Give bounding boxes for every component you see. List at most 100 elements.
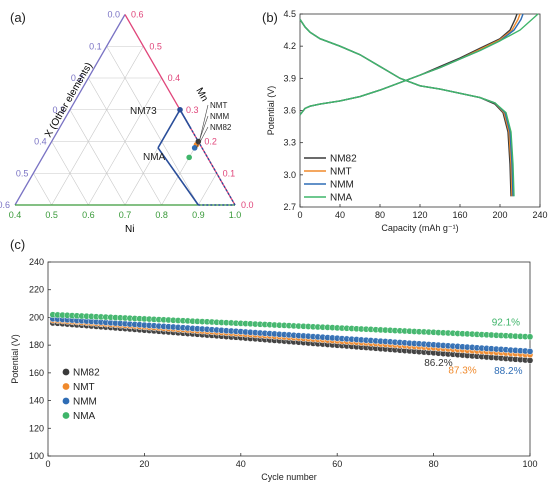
panel-b-label: (b): [262, 10, 278, 25]
ternary-mn-tick: 0.1: [223, 168, 236, 178]
panel-c-legend-label: NMA: [73, 411, 96, 422]
panel-b-x-axis-label: Capacity (mAh g⁻¹): [381, 223, 458, 233]
panel-b-y-tick-label: 3.3: [283, 138, 296, 148]
panel-b-ticks: 0 40 80 120 160 200 240 2.7 3.0 3.3 3.6 3.9 4.2 4.5: [283, 9, 547, 220]
ternary-x-tick: 0.4: [34, 137, 47, 147]
ternary-tie-line: [179, 109, 192, 130]
panel-b-y-tick-label: 3.0: [283, 170, 296, 180]
panel-a: (a) 0.0 0.1 0.2 0.3 0.4 0.5 0.6 0.6 0.5 0.4 0.3 0.2…: [0, 10, 254, 236]
ternary-mn-tick: 0.2: [204, 137, 217, 147]
panel-c-y-tick-label: 140: [29, 396, 44, 406]
ternary-points: NM73 NMT NMM NM82 NMA: [130, 101, 232, 163]
panel-b: (b) 0 40 80 120 160 200 240 2.7 3.0 3.3 3.6 3.9 4.2 4…: [262, 9, 548, 233]
ternary-x-tick: 0.0: [107, 10, 120, 20]
panel-b-legend-label: NMM: [330, 180, 354, 191]
panel-b-y-axis-label: Potential (V): [266, 86, 276, 136]
panel-c-point-nmm: [526, 348, 534, 355]
ternary-mn-tick: 0.0: [241, 200, 254, 210]
ternary-gridline: [69, 109, 126, 206]
panel-b-legend-label: NM82: [330, 154, 357, 165]
panel-c-legend-swatch: [62, 368, 70, 376]
panel-b-y-tick-label: 3.6: [283, 106, 296, 116]
ternary-ni-axis-label: Ni: [125, 224, 134, 235]
panel-c-x-tick-label: 0: [45, 459, 50, 469]
panel-c-y-tick-label: 160: [29, 368, 44, 378]
ternary-point-label: NM82: [210, 123, 232, 132]
panel-c-y-tick-label: 220: [29, 285, 44, 295]
ternary-grid: [33, 45, 217, 206]
panel-c-x-tick-label: 60: [332, 459, 342, 469]
panel-b-x-tick-label: 40: [335, 210, 345, 220]
panel-c-legend-swatch: [62, 383, 70, 390]
ternary-x-axis-label: X (Other elements): [43, 61, 95, 140]
panel-c-legend-swatch: [62, 397, 70, 405]
ternary-gridline: [106, 46, 199, 206]
panel-b-line-nma-discharge: [299, 19, 515, 197]
ternary-ni-tick: 1.0: [229, 210, 242, 220]
ternary-gridline: [88, 77, 162, 206]
ternary-gridline: [198, 173, 217, 206]
panel-c-retention-nm82: 86.2%: [424, 358, 452, 369]
ternary-gridline: [51, 46, 144, 206]
ternary-point-label: NMA: [143, 152, 166, 163]
ternary-gridline: [51, 141, 89, 206]
ternary-point-nm73: [177, 106, 183, 113]
ternary-gridline: [33, 173, 52, 206]
panel-b-line-nmm-charge: [299, 13, 524, 116]
panel-c-plot-area: [47, 261, 531, 457]
panel-b-x-tick-label: 0: [297, 210, 302, 220]
panel-b-x-tick-label: 240: [532, 210, 547, 220]
ternary-mn-tick: 0.4: [168, 73, 181, 83]
panel-b-y-tick-label: 3.9: [283, 73, 296, 83]
panel-c-y-axis-label: Potential (V): [10, 334, 20, 384]
ternary-tick-labels: 0.0 0.1 0.2 0.3 0.4 0.5 0.6 0.6 0.5 0.4 0.3 0.2 0.1 0…: [0, 10, 254, 221]
panel-b-series: [299, 13, 539, 197]
panel-c-label: (c): [10, 237, 25, 252]
panel-a-label: (a): [10, 10, 26, 25]
ternary-x-tick: 0.2: [71, 73, 84, 83]
panel-b-legend-label: NMT: [330, 167, 352, 178]
ternary-tie-line: [157, 109, 181, 149]
ternary-mn-tick: 0.6: [131, 10, 144, 20]
panel-b-y-tick-label: 4.5: [283, 9, 296, 19]
panel-c: (c) 0 20 40 60 80 100 100 120 140 160 180 200 220 240…: [10, 237, 538, 482]
panel-c-y-tick-label: 120: [29, 423, 44, 433]
panel-c-y-tick-label: 100: [29, 451, 44, 461]
ternary-ni-tick: 0.7: [119, 210, 132, 220]
panel-c-y-tick-label: 180: [29, 340, 44, 350]
panel-c-x-tick-label: 40: [236, 459, 246, 469]
panel-b-legend-label: NMA: [330, 193, 353, 204]
panel-c-retention-labels: 86.2%87.3% 88.2% 92.1%: [424, 318, 522, 378]
panel-b-y-tick-label: 2.7: [283, 202, 296, 212]
panel-c-x-axis-label: Cycle number: [261, 472, 317, 482]
panel-c-legend-swatch: [62, 412, 70, 419]
ternary-mn-tick: 0.5: [149, 41, 162, 51]
ternary-edge-x: [14, 14, 126, 206]
panel-b-x-tick-label: 200: [492, 210, 507, 220]
ternary-x-tick: 0.5: [16, 168, 29, 178]
ternary-x-tick: 0.6: [0, 200, 10, 210]
panel-c-series: [49, 311, 534, 364]
ternary-leader-line: [196, 115, 209, 148]
panel-c-legend-label: NM82: [73, 368, 100, 379]
panel-c-point-nm82: [526, 357, 534, 364]
panel-c-point-nma: [526, 333, 534, 341]
panel-b-y-tick-label: 4.2: [283, 41, 296, 51]
panel-c-retention-nmm: 88.2%: [494, 366, 522, 377]
panel-b-line-nma-charge: [299, 13, 539, 116]
panel-b-legend: NM82 NMT NMM NMA: [304, 154, 357, 204]
ternary-point-nmm: [191, 145, 198, 151]
ternary-mn-tick: 0.3: [186, 105, 199, 115]
panel-c-ticks: 0 20 40 60 80 100 100 120 140 160 180 200 220 240: [29, 257, 538, 469]
panel-b-x-tick-label: 80: [375, 210, 385, 220]
ternary-point-nma: [186, 154, 192, 161]
panel-c-x-tick-label: 20: [139, 459, 149, 469]
panel-b-x-tick-label: 120: [412, 210, 427, 220]
ternary-x-tick: 0.1: [89, 41, 102, 51]
ternary-ni-tick: 0.4: [9, 210, 22, 220]
panel-c-retention-nma: 92.1%: [492, 318, 520, 329]
ternary-ni-tick: 0.8: [155, 210, 168, 220]
ternary-ni-tick: 0.5: [45, 210, 58, 220]
ternary-ni-tick: 0.6: [82, 210, 95, 220]
